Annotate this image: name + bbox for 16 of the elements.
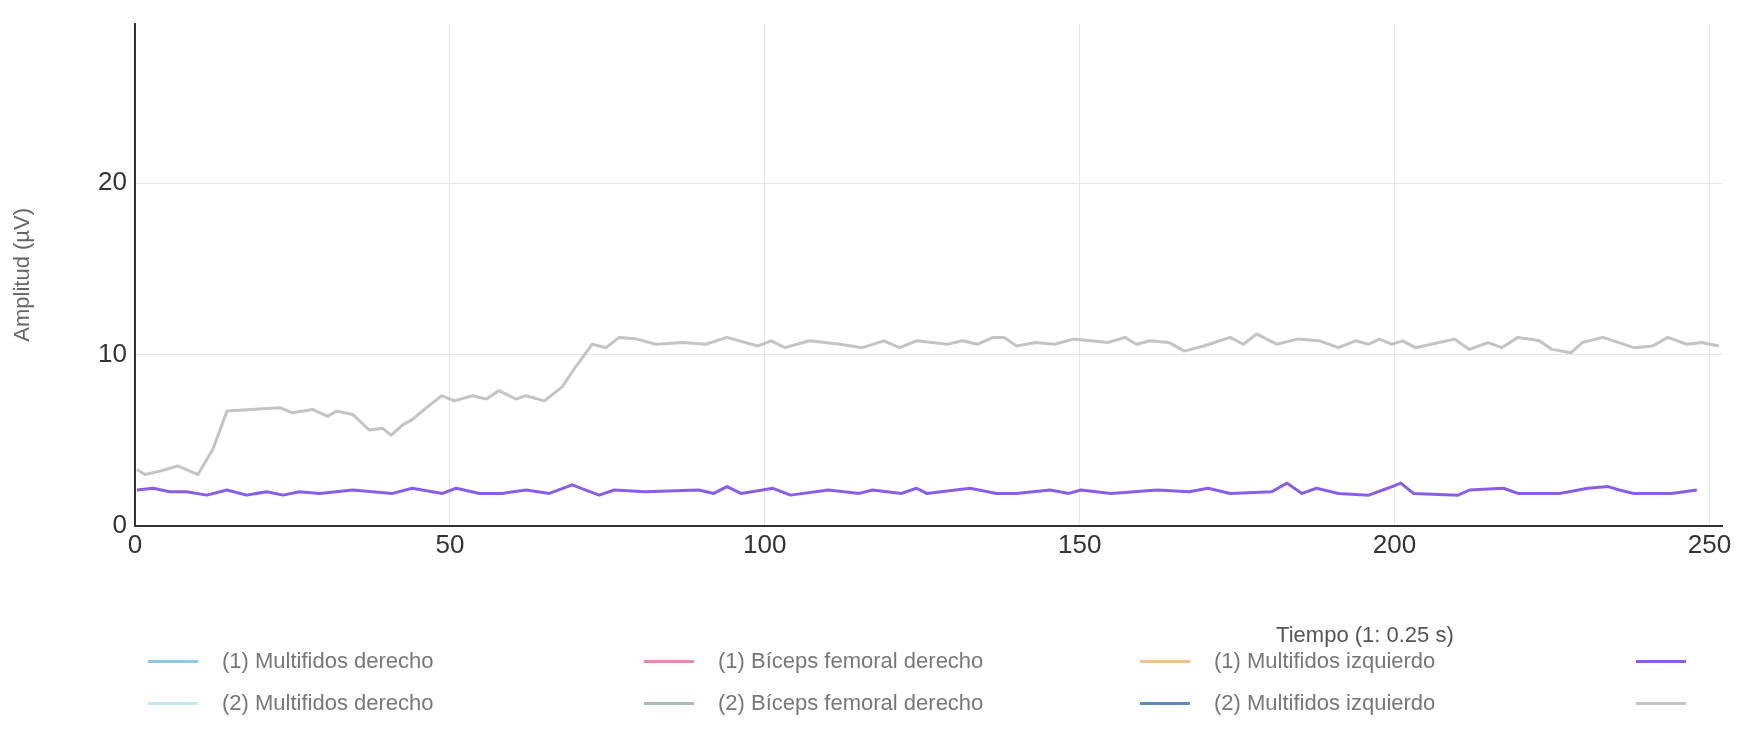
legend-label: (2) Multifidos derecho	[222, 690, 434, 716]
y-tick-label: 10	[98, 337, 127, 368]
y-tick-label: 20	[98, 166, 127, 197]
legend-label: (2) Bíceps femoral derecho	[718, 690, 984, 716]
legend-label: (1) Multifidos izquierdo	[1214, 648, 1436, 674]
x-tick-label: 250	[1687, 528, 1732, 559]
y-axis-title: Amplitud (µV)	[9, 207, 35, 342]
x-tick-label: 50	[435, 528, 465, 559]
x-tick-label: 200	[1372, 528, 1417, 559]
legend-label: (2) Multifidos izquierdo	[1214, 690, 1436, 716]
y-tick-label: 0	[112, 509, 127, 540]
legend-label: (1) Multifidos derecho	[222, 648, 434, 674]
legend-label: (1) Bíceps femoral derecho	[718, 648, 984, 674]
x-tick-label: 150	[1057, 528, 1102, 559]
x-tick-label: 100	[743, 528, 787, 559]
x-axis-title: Tiempo (1: 0.25 s)	[1276, 622, 1454, 648]
